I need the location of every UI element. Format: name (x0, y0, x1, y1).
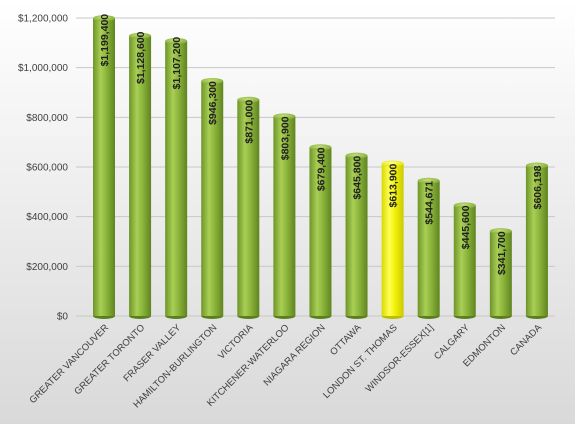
y-tick-label: $1,200,000 (18, 14, 68, 25)
bar-cap (129, 32, 152, 39)
bar (453, 202, 476, 319)
data-label: $1,107,200 (171, 37, 183, 90)
data-label: $803,900 (279, 116, 291, 160)
bar-cap (489, 228, 512, 235)
bar-cap (453, 202, 476, 209)
data-label: $613,900 (388, 163, 400, 207)
bar (129, 32, 152, 319)
bar (93, 15, 115, 319)
bar-cap (417, 177, 440, 184)
data-label: $1,128,600 (135, 31, 147, 84)
y-tick-label: $400,000 (26, 212, 68, 223)
bar (417, 177, 440, 319)
bar-body (201, 81, 224, 316)
bar-body (489, 231, 512, 316)
bar-cap (381, 160, 404, 167)
bar-cap (165, 38, 188, 45)
bars (93, 15, 548, 319)
y-tick-label: $0 (57, 312, 69, 323)
bar-cap (201, 78, 224, 85)
bar-body (417, 180, 440, 316)
bar-cap (525, 162, 548, 169)
data-label: $1,199,400 (99, 14, 111, 67)
y-tick-label: $1,000,000 (18, 63, 68, 74)
y-tick-label: $800,000 (26, 113, 68, 124)
bar (201, 78, 224, 319)
bar (489, 228, 512, 319)
bar-body (273, 116, 296, 316)
bar-body (381, 163, 404, 316)
bar-body (345, 155, 368, 316)
bar (345, 152, 368, 319)
bar-cap (309, 144, 332, 151)
bar (381, 160, 404, 319)
bar (309, 144, 332, 319)
bar-cap (93, 15, 115, 22)
bar (525, 162, 548, 319)
data-label: $341,700 (496, 231, 508, 275)
bar-body (237, 99, 260, 317)
bar-cap (237, 96, 260, 103)
bar-body (453, 205, 476, 316)
data-label: $645,800 (352, 156, 364, 200)
data-label: $871,000 (243, 100, 255, 144)
y-tick-label: $200,000 (26, 262, 68, 273)
bar (273, 113, 296, 319)
y-axis-ticks: $0 $200,000 $400,000 $600,000 $800,000 $1,000… (18, 14, 68, 323)
bar-body (525, 165, 548, 316)
data-label: $445,600 (460, 205, 472, 249)
data-label: $606,198 (532, 165, 544, 209)
bar-body (165, 41, 188, 316)
bar (237, 96, 260, 319)
data-labels: $1,199,400 $1,128,600 $1,107,200 $946,300 $8… (99, 14, 544, 275)
bar-body (129, 35, 152, 317)
y-tick-label: $600,000 (26, 163, 68, 174)
bar (165, 38, 188, 319)
bar-cap (273, 113, 296, 120)
bar-body (309, 147, 332, 316)
data-label: $544,671 (424, 181, 436, 225)
bar-body (93, 18, 115, 317)
bar-cap (345, 152, 368, 159)
data-label: $679,400 (315, 147, 327, 191)
data-label: $946,300 (207, 81, 219, 125)
